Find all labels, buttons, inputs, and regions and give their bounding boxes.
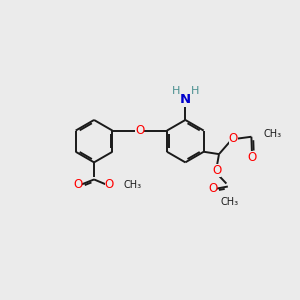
- Text: CH₃: CH₃: [264, 129, 282, 140]
- Text: O: O: [105, 178, 114, 191]
- Text: O: O: [229, 132, 238, 145]
- Text: O: O: [208, 182, 217, 195]
- Text: O: O: [212, 164, 221, 177]
- Text: CH₃: CH₃: [124, 180, 142, 190]
- Text: H: H: [172, 86, 180, 96]
- Text: O: O: [135, 124, 144, 137]
- Text: H: H: [190, 86, 199, 96]
- Text: N: N: [180, 93, 191, 106]
- Text: CH₃: CH₃: [220, 197, 238, 207]
- Text: O: O: [73, 178, 83, 191]
- Text: O: O: [248, 152, 256, 164]
